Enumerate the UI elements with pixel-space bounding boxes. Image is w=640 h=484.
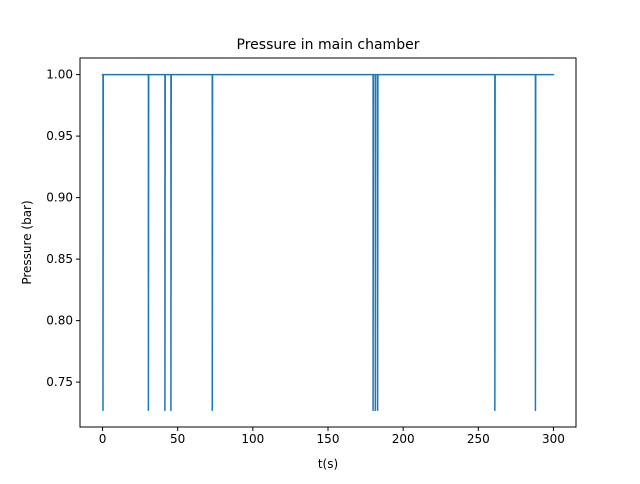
y-tick-label: 1.00 (46, 68, 73, 82)
x-tick-label: 50 (170, 432, 185, 446)
x-tick-label: 0 (99, 432, 107, 446)
y-tick-label: 0.85 (46, 252, 73, 266)
x-tick-label: 200 (392, 432, 415, 446)
axes-frame (79, 57, 577, 428)
chart-title: Pressure in main chamber (237, 37, 420, 53)
x-axis-label: t(s) (318, 457, 338, 471)
y-axis-label: Pressure (bar) (20, 200, 34, 284)
x-tick-label: 250 (467, 432, 490, 446)
y-axis-ticks: 0.75 0.80 0.85 0.90 0.95 1.00 (46, 68, 80, 389)
y-tick-label: 0.75 (46, 375, 73, 389)
y-tick-label: 0.90 (46, 191, 73, 205)
y-tick-label: 0.95 (46, 129, 73, 143)
x-tick-label: 150 (317, 432, 340, 446)
x-axis-ticks: 0 50 100 150 200 250 300 (99, 427, 565, 446)
series-line-pressure (101, 73, 555, 412)
plot-area (101, 73, 555, 412)
x-tick-label: 300 (542, 432, 565, 446)
y-tick-label: 0.80 (46, 314, 73, 328)
x-tick-label: 100 (241, 432, 264, 446)
